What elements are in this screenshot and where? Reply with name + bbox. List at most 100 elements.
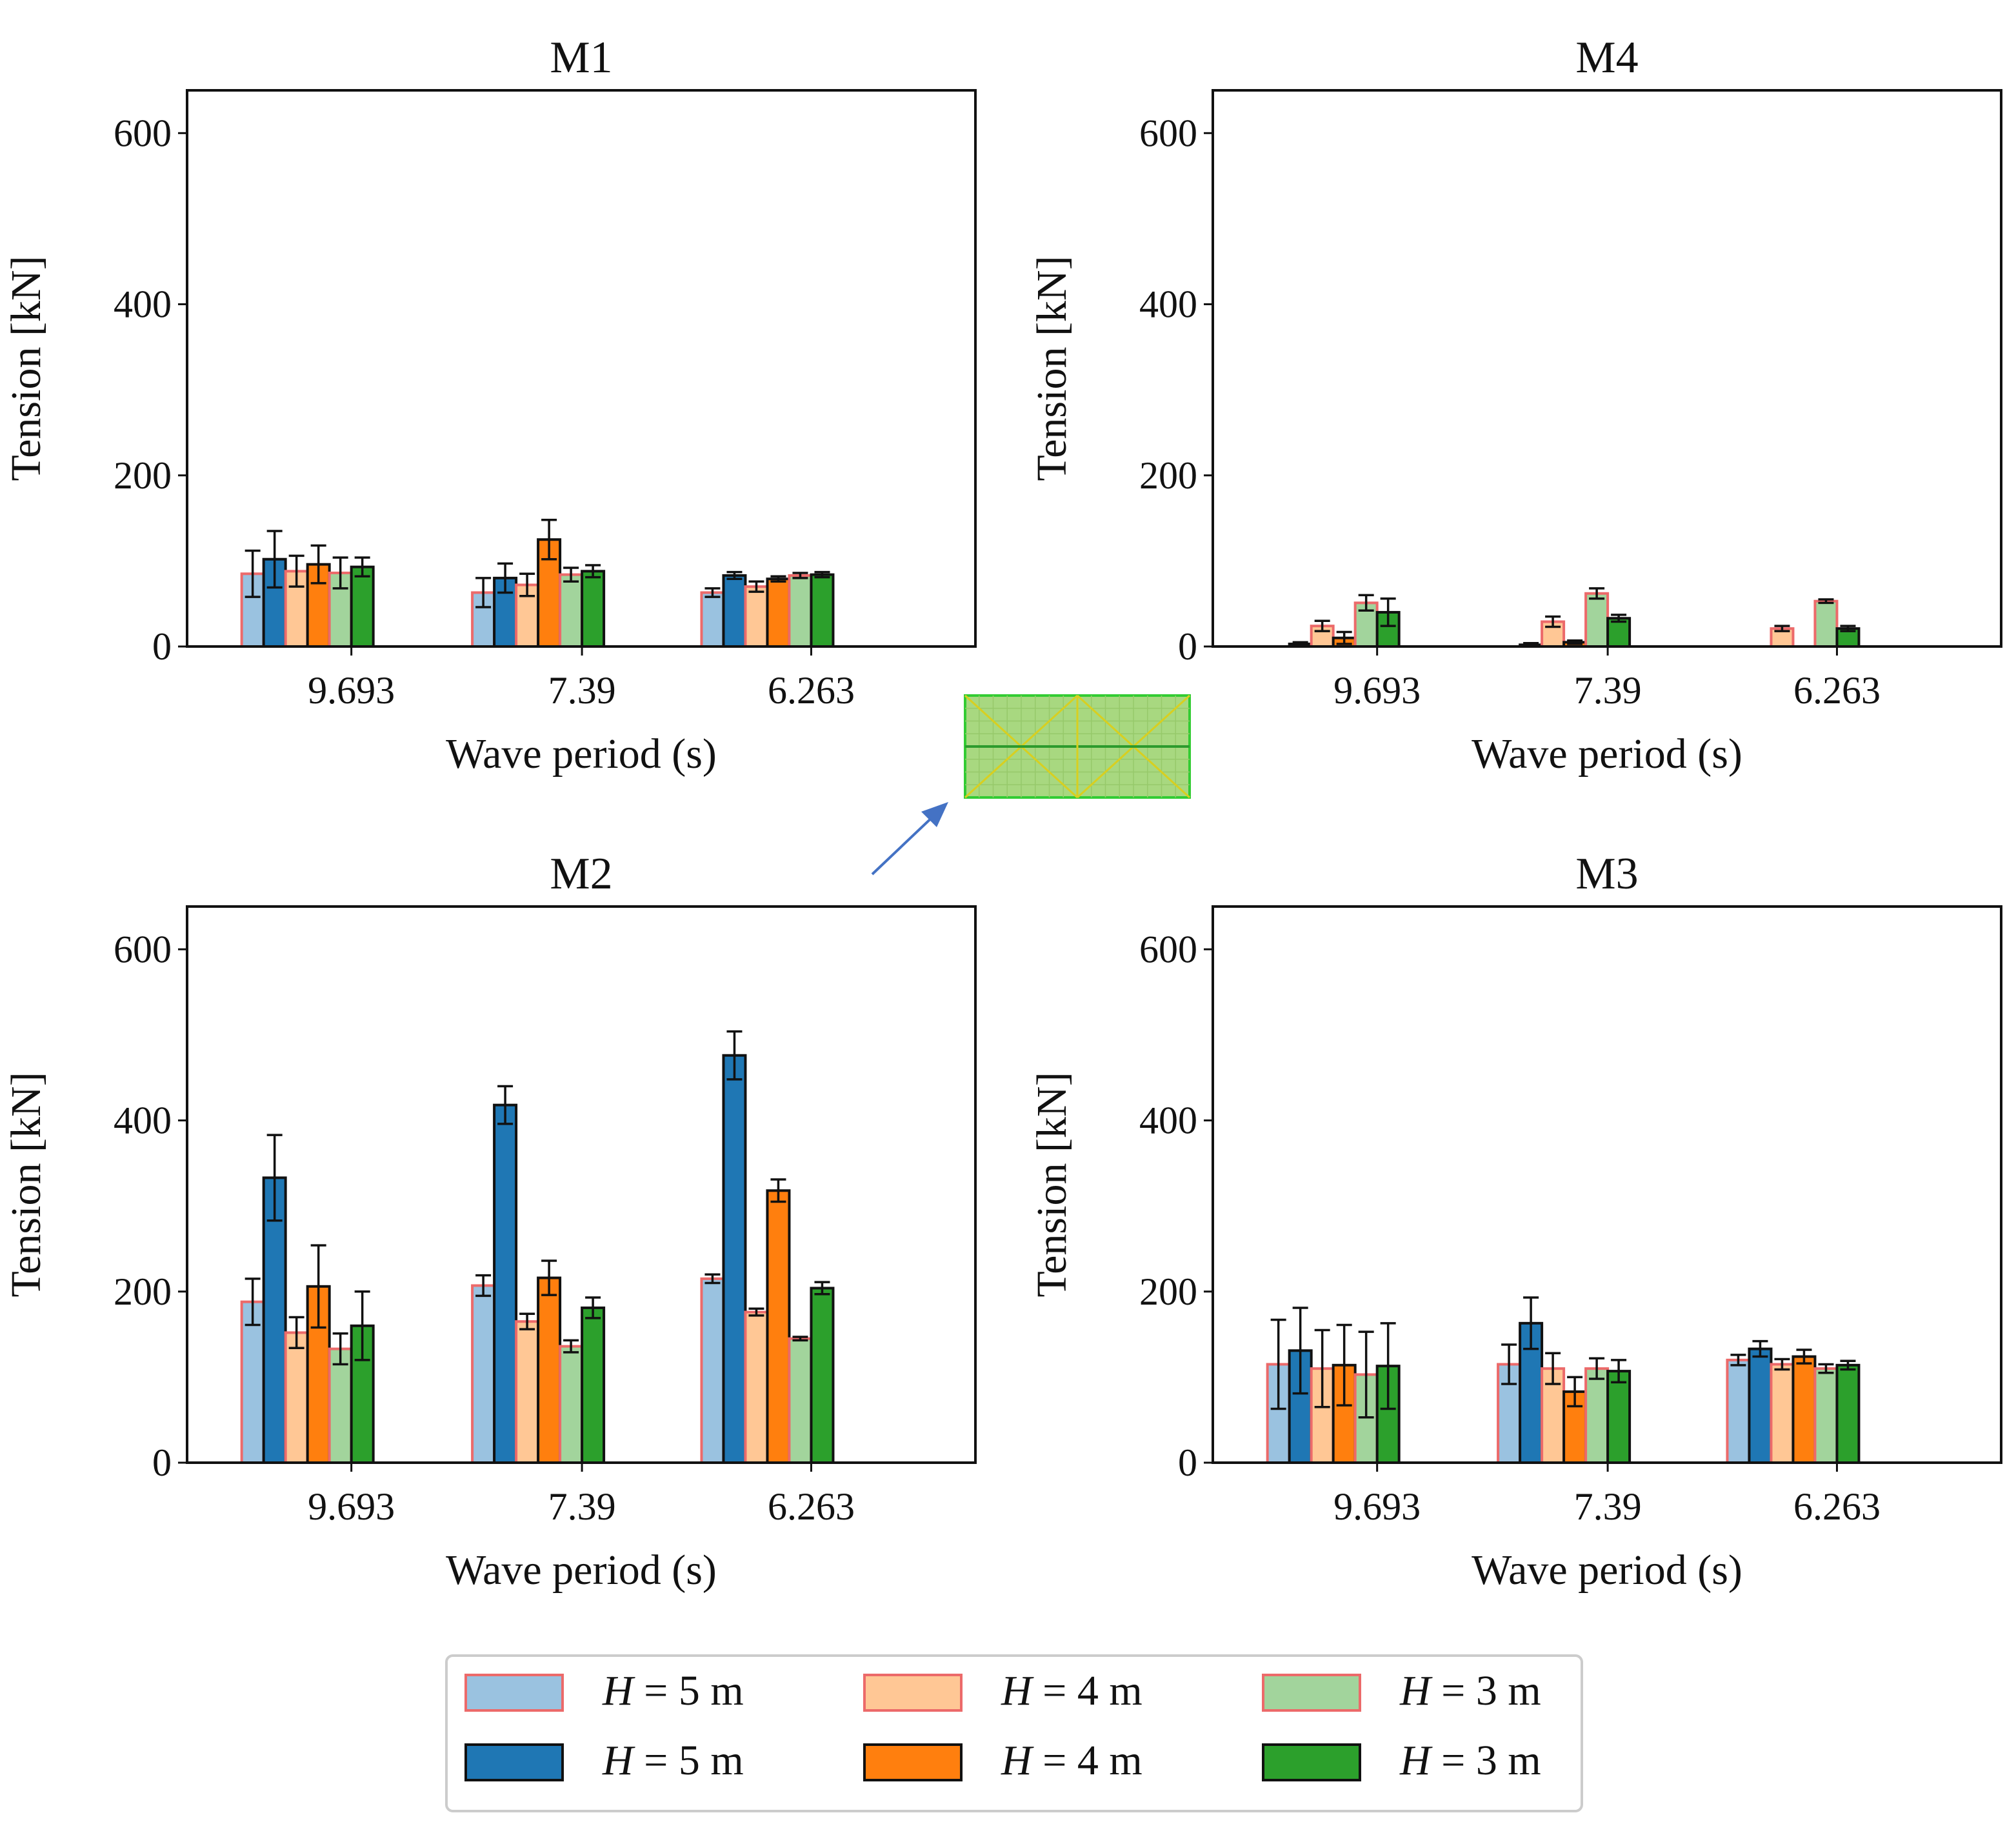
bar xyxy=(1606,1370,1632,1465)
axes-frame xyxy=(1212,89,2002,648)
legend-label-variable: H xyxy=(1001,1737,1034,1784)
bar xyxy=(1726,1358,1751,1465)
bar-series-group xyxy=(1266,1296,1861,1465)
bar-series-group xyxy=(240,518,835,648)
bar xyxy=(788,574,813,648)
legend-label-variable: H xyxy=(602,1737,635,1784)
bar xyxy=(581,570,606,648)
y-tick-label: 400 xyxy=(1139,1099,1197,1142)
legend-swatch xyxy=(1262,1743,1361,1781)
legend-label: H = 5 m xyxy=(602,1737,744,1784)
legend-item: H = 3 m xyxy=(1262,1737,1541,1784)
bar xyxy=(700,591,725,648)
bar xyxy=(1770,1363,1795,1464)
y-tick-label: 400 xyxy=(114,283,172,326)
y-tick-label: 0 xyxy=(1178,1441,1197,1484)
legend-label: H = 4 m xyxy=(1001,1667,1143,1714)
legend-swatch xyxy=(1262,1674,1361,1712)
legend-item: H = 5 m xyxy=(464,1737,744,1784)
legend-swatch xyxy=(863,1743,963,1781)
legend-label: H = 3 m xyxy=(1399,1667,1541,1714)
x-tick-label: 7.39 xyxy=(548,1485,616,1528)
bar xyxy=(810,1287,835,1464)
legend-item: H = 4 m xyxy=(863,1737,1143,1784)
chart-title: M2 xyxy=(550,849,612,899)
bar xyxy=(810,573,835,648)
legend-item: H = 5 m xyxy=(464,1667,744,1714)
y-axis-label: Tension [kN] xyxy=(3,256,50,481)
chart-panel-m4: M4 0 200 400 600 9.693 7.39 6.263 Wave period (s… xyxy=(1028,33,2002,777)
bar xyxy=(471,1284,496,1465)
bar xyxy=(537,1276,562,1464)
y-tick-label: 0 xyxy=(152,625,172,668)
x-tick-label: 9.693 xyxy=(308,1485,395,1528)
y-tick-label: 200 xyxy=(114,454,172,497)
pointer-arrow-icon xyxy=(871,802,948,876)
bar xyxy=(559,573,584,648)
x-tick-label: 7.39 xyxy=(1574,669,1642,712)
y-tick-label: 0 xyxy=(152,1441,172,1484)
bar xyxy=(1791,1355,1817,1464)
legend-label-variable: H xyxy=(602,1667,635,1714)
legend-label: H = 5 m xyxy=(602,1667,744,1714)
arrow-head xyxy=(921,802,948,827)
bar xyxy=(350,565,375,648)
legend-label-value: = 5 m xyxy=(634,1737,744,1784)
y-tick-label: 600 xyxy=(1139,928,1197,970)
x-tick-label: 7.39 xyxy=(548,669,616,712)
x-axis-label: Wave period (s) xyxy=(446,730,717,777)
y-axis-label: Tension [kN] xyxy=(1028,1072,1075,1297)
legend-label-value: = 3 m xyxy=(1431,1667,1541,1714)
y-tick-label: 600 xyxy=(114,928,172,970)
y-tick-label: 200 xyxy=(1139,454,1197,497)
axes-frame xyxy=(186,89,977,648)
chart-panel-m2: M2 0 200 400 600 9.693 7.39 6.263 Wave period (s… xyxy=(3,849,977,1594)
x-axis-label: Wave period (s) xyxy=(446,1547,717,1594)
y-tick-label: 0 xyxy=(1178,625,1197,668)
bar xyxy=(1584,1367,1610,1464)
bar xyxy=(744,585,769,648)
legend-item: H = 3 m xyxy=(1262,1667,1541,1714)
legend-label-variable: H xyxy=(1001,1667,1034,1714)
y-axis-label: Tension [kN] xyxy=(3,1072,50,1297)
y-tick-label: 600 xyxy=(114,112,172,154)
bar-series-group xyxy=(240,1030,835,1465)
legend-label: H = 3 m xyxy=(1399,1737,1541,1784)
y-tick-label: 200 xyxy=(114,1270,172,1313)
legend-label-value: = 3 m xyxy=(1431,1737,1541,1784)
bar xyxy=(493,1103,518,1465)
floating-platform-mesh-icon xyxy=(964,694,1191,799)
bar xyxy=(284,1331,309,1464)
bar xyxy=(581,1306,606,1465)
legend-swatch xyxy=(464,1674,564,1712)
bar xyxy=(1813,599,1839,648)
bar-series-group xyxy=(1288,587,1861,648)
bar xyxy=(559,1345,584,1464)
bar xyxy=(328,1347,353,1465)
y-tick-label: 400 xyxy=(1139,283,1197,326)
bar xyxy=(722,574,747,648)
bar xyxy=(1835,1363,1861,1464)
y-tick-label: 600 xyxy=(1139,112,1197,154)
legend-label-value: = 5 m xyxy=(634,1667,744,1714)
x-tick-label: 6.263 xyxy=(768,1485,855,1528)
chart-title: M4 xyxy=(1575,33,1638,83)
bar xyxy=(788,1337,813,1465)
bar xyxy=(766,577,791,648)
x-tick-label: 6.263 xyxy=(1793,1485,1881,1528)
bar xyxy=(744,1310,769,1464)
bar xyxy=(240,1300,265,1465)
x-axis-label: Wave period (s) xyxy=(1472,1547,1742,1594)
legend-label: H = 4 m xyxy=(1001,1737,1143,1784)
chart-title: M3 xyxy=(1575,849,1638,899)
bar xyxy=(1748,1347,1773,1465)
legend-swatch xyxy=(863,1674,963,1712)
y-tick-label: 200 xyxy=(1139,1270,1197,1313)
bar xyxy=(766,1189,791,1464)
chart-panel-m1: M1 0 200 400 600 9.693 7.39 6.263 Wave period (s… xyxy=(3,33,977,777)
y-tick-label: 400 xyxy=(114,1099,172,1142)
bar xyxy=(515,1320,540,1464)
x-tick-label: 9.693 xyxy=(308,669,395,712)
chart-panel-m3: M3 0 200 400 600 9.693 7.39 6.263 Wave period (s… xyxy=(1028,849,2002,1594)
chart-title: M1 xyxy=(550,33,612,83)
